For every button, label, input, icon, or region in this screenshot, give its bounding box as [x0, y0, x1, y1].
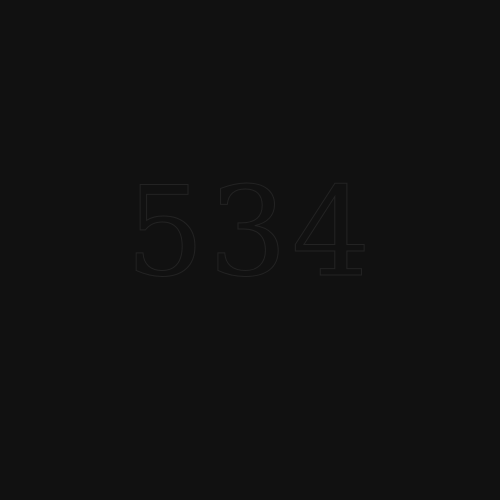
- code-text: 534: [125, 161, 375, 305]
